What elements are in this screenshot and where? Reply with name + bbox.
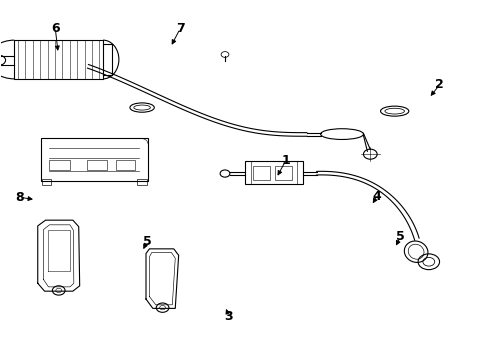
Text: 5: 5 xyxy=(395,230,404,243)
Bar xyxy=(41,179,51,185)
Text: 3: 3 xyxy=(224,310,233,323)
Text: 6: 6 xyxy=(51,22,60,35)
Bar xyxy=(253,166,270,180)
Text: 4: 4 xyxy=(372,190,381,203)
Bar xyxy=(41,138,148,181)
Bar xyxy=(14,40,103,79)
Text: 5: 5 xyxy=(142,235,151,248)
Text: 8: 8 xyxy=(15,191,23,204)
Bar xyxy=(137,179,147,185)
Bar xyxy=(274,166,291,180)
Bar xyxy=(49,160,70,170)
Bar xyxy=(116,160,135,170)
Text: 7: 7 xyxy=(175,22,184,35)
Text: 1: 1 xyxy=(281,154,290,167)
Text: 2: 2 xyxy=(434,78,443,91)
Bar xyxy=(87,160,106,170)
Bar xyxy=(245,161,303,184)
